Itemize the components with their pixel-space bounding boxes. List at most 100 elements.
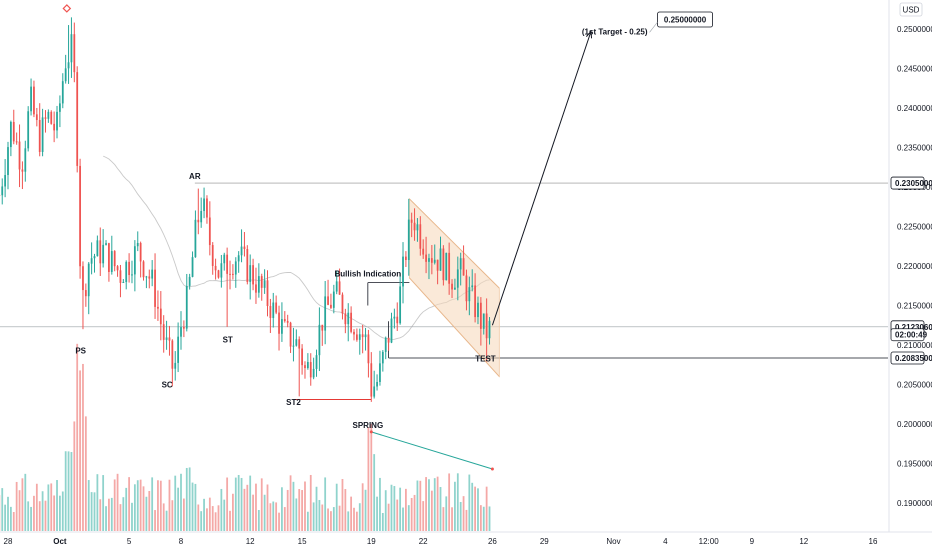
volume-bar: [456, 473, 459, 531]
candle-body: [459, 258, 462, 270]
diamond-marker: [62, 4, 72, 13]
volume-bar: [433, 478, 436, 531]
volume-trendline: [371, 431, 493, 470]
time-tick-label: 9: [750, 537, 755, 546]
candle-body: [27, 111, 30, 149]
candle-body: [44, 117, 47, 119]
candle-body: [474, 285, 476, 318]
volume-bar: [96, 474, 99, 531]
candle-body: [136, 243, 139, 247]
volume-bar: [465, 509, 468, 531]
price-tick-label: 0.23500000: [897, 144, 932, 153]
time-tick-label: 22: [419, 537, 428, 546]
volume-bar: [139, 479, 142, 531]
price-tick-label: 0.20000000: [897, 420, 932, 429]
annotation-sc: SC: [162, 381, 173, 390]
volume-bar: [7, 496, 9, 531]
volume-bar: [30, 506, 32, 531]
volume-bar: [142, 486, 145, 531]
volume-bar: [21, 478, 24, 531]
candle-body: [332, 291, 335, 308]
level-lines: [0, 182, 888, 471]
volume-bar: [367, 427, 370, 531]
candle-body: [113, 251, 116, 267]
volume-bar: [93, 492, 96, 531]
candle-body: [206, 198, 208, 218]
volume-bar: [428, 479, 430, 531]
volume-bar: [379, 477, 381, 531]
volume-bar: [488, 506, 491, 531]
time-tick-label: Oct: [53, 537, 67, 546]
volume-bar: [131, 502, 133, 531]
candle-body: [419, 224, 422, 249]
volume-bar: [445, 496, 448, 531]
time-tick-label: 12: [799, 537, 808, 546]
volume-bar: [350, 496, 353, 531]
volume-bar: [168, 479, 171, 531]
candle-body: [321, 324, 324, 331]
time-tick-label: 28: [4, 537, 13, 546]
candle-body: [396, 316, 399, 324]
volume-bar: [393, 486, 396, 531]
candle-body: [9, 121, 12, 148]
candle-body: [315, 355, 318, 369]
candle-body: [84, 290, 87, 297]
annotation-bullish-indication: Bullish Indication: [335, 269, 402, 278]
candle-body: [263, 280, 266, 288]
candle-body: [70, 34, 73, 63]
volume-bar: [79, 370, 81, 531]
moving-average: [103, 155, 490, 340]
volume-bar: [260, 478, 263, 531]
candle-body: [246, 249, 249, 282]
annotations: 0.25000000 (1st Target - 0.25) PS AR SC ST ST2…: [62, 4, 713, 430]
candle-body: [422, 248, 425, 255]
candle-body: [67, 62, 70, 69]
candle-body: [180, 327, 182, 337]
volume-bar: [430, 490, 433, 531]
annotation-spring: SPRING: [353, 421, 384, 430]
price-tick-label: 0.24500000: [897, 65, 932, 74]
volume-bar: [255, 483, 257, 531]
candle-body: [393, 316, 396, 319]
candle-body: [56, 111, 58, 131]
volume-bar: [335, 483, 338, 531]
candle-body: [125, 261, 128, 283]
volume-bar: [474, 486, 476, 531]
volume-bar: [278, 512, 280, 531]
volume-bar: [275, 502, 278, 531]
volume-bar: [281, 487, 283, 531]
candle-body: [399, 286, 402, 324]
volume-bar: [234, 477, 237, 531]
volume-bar: [257, 509, 260, 531]
candle-body: [454, 287, 456, 290]
price-tick-label: 0.24000000: [897, 104, 932, 113]
candle-body: [338, 281, 341, 295]
volume-bar: [220, 488, 223, 531]
candle-body: [355, 334, 358, 340]
annotation-ar: AR: [189, 172, 201, 181]
candle-body: [304, 365, 306, 369]
price-tick-label: 0.25000000: [897, 25, 932, 34]
volume-bar: [27, 501, 30, 531]
candle-body: [47, 111, 50, 119]
price-tick-label: 0.19000000: [897, 499, 932, 508]
volume-bar: [110, 497, 113, 531]
volume-bar: [145, 496, 148, 531]
candle-body: [79, 165, 81, 267]
volume-bar: [353, 507, 355, 531]
candle-body: [479, 302, 482, 329]
volume-bar: [396, 499, 399, 531]
volume-bar: [381, 512, 384, 531]
volume-bar: [208, 497, 211, 531]
volume-bar: [102, 475, 105, 531]
volume-bar: [283, 507, 286, 531]
candle-body: [485, 313, 488, 339]
volume-bar: [454, 481, 456, 531]
volume-bar: [422, 501, 425, 531]
volume-bar: [203, 498, 205, 531]
candle-body: [50, 111, 53, 124]
price-tick-label: 0.22000000: [897, 262, 932, 271]
volume-bar: [188, 467, 191, 531]
volume-bar: [41, 491, 44, 531]
